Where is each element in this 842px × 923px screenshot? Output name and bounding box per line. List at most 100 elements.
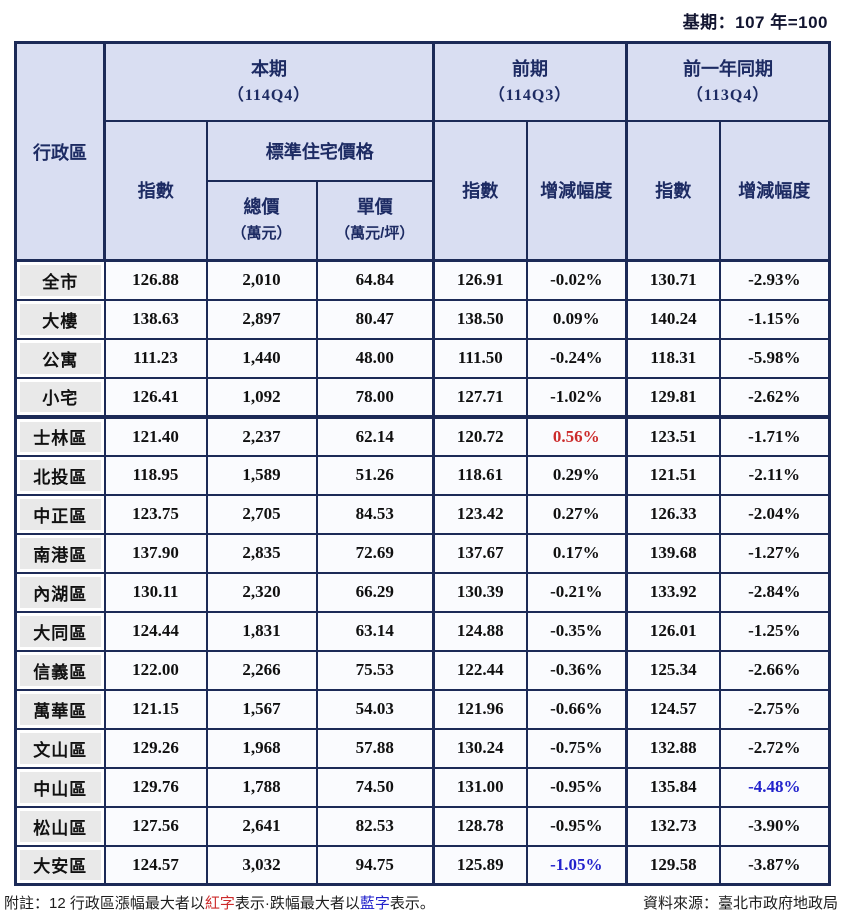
total-price-cell: 1,589 <box>205 454 318 496</box>
previous-index-cell: 130.39 <box>432 571 528 613</box>
unit-price-cell: 66.29 <box>315 571 435 613</box>
previous-index-cell: 122.44 <box>432 649 528 691</box>
current-index-cell: 124.44 <box>103 610 208 652</box>
total-price-cell: 2,266 <box>205 649 318 691</box>
previous-change-cell: -0.35% <box>525 610 628 652</box>
previous-index-cell: 111.50 <box>432 337 528 379</box>
table-row: 大同區 124.44 1,831 63.14 124.88 -0.35% 126.01 -1.… <box>14 610 831 652</box>
footnote-suffix: 表示。 <box>389 895 435 912</box>
previous-change-cell: 0.56% <box>525 414 628 457</box>
header-standard-housing: 標準住宅價格 <box>205 119 435 182</box>
previous-index-cell: 124.88 <box>432 610 528 652</box>
yoy-change-cell: -2.93% <box>718 259 831 301</box>
current-index-cell: 127.56 <box>103 805 208 847</box>
unit-price-cell: 78.00 <box>315 376 435 418</box>
footnote-blue-word: 藍字 <box>359 895 390 912</box>
footnote-red-word: 紅字 <box>204 895 235 912</box>
yoy-change-cell: -1.15% <box>718 298 831 340</box>
current-index-cell: 126.41 <box>103 376 208 418</box>
unit-price-cell: 75.53 <box>315 649 435 691</box>
previous-index-cell: 127.71 <box>432 376 528 418</box>
current-index-cell: 129.26 <box>103 727 208 769</box>
row-label: 大同區 <box>14 610 106 652</box>
yoy-index-cell: 132.73 <box>625 805 721 847</box>
row-label: 大安區 <box>14 844 106 886</box>
table-row: 士林區 121.40 2,237 62.14 120.72 0.56% 123.51 -1.7… <box>14 414 831 457</box>
yoy-index-cell: 121.51 <box>625 454 721 496</box>
unit-price-cell: 82.53 <box>315 805 435 847</box>
group-current-title: 本期 <box>251 59 288 80</box>
yoy-index-cell: 129.81 <box>625 376 721 418</box>
row-label: 南港區 <box>14 532 106 574</box>
yoy-index-cell: 140.24 <box>625 298 721 340</box>
row-label: 公寓 <box>14 337 106 379</box>
yoy-index-cell: 123.51 <box>625 414 721 457</box>
current-index-cell: 129.76 <box>103 766 208 808</box>
previous-index-cell: 120.72 <box>432 414 528 457</box>
total-price-cell: 1,831 <box>205 610 318 652</box>
unit-price-cell: 57.88 <box>315 727 435 769</box>
header-previous-change: 增減幅度 <box>525 119 628 262</box>
header-current-index: 指數 <box>103 119 208 262</box>
total-price-cell: 3,032 <box>205 844 318 886</box>
yoy-index-cell: 125.34 <box>625 649 721 691</box>
yoy-index-cell: 133.92 <box>625 571 721 613</box>
yoy-index-cell: 139.68 <box>625 532 721 574</box>
group-previous-title: 前期 <box>512 59 549 80</box>
yoy-change-cell: -3.87% <box>718 844 831 886</box>
total-price-cell: 1,092 <box>205 376 318 418</box>
footer: 附註：12 行政區漲幅最大者以紅字表示·跌幅最大者以藍字表示。 資料來源：臺北市… <box>4 892 838 913</box>
row-label: 全市 <box>14 259 106 301</box>
table-row: 信義區 122.00 2,266 75.53 122.44 -0.36% 125.34 -2.… <box>14 649 831 691</box>
header-group-yoy: 前一年同期 （113Q4） <box>625 41 831 122</box>
yoy-change-cell: -2.75% <box>718 688 831 730</box>
header-group-previous: 前期 （114Q3） <box>432 41 628 122</box>
group-yoy-period: （113Q4） <box>686 86 770 104</box>
current-index-cell: 121.15 <box>103 688 208 730</box>
previous-change-cell: -0.95% <box>525 766 628 808</box>
yoy-change-cell: -2.66% <box>718 649 831 691</box>
current-index-cell: 138.63 <box>103 298 208 340</box>
yoy-change-cell: -4.48% <box>718 766 831 808</box>
total-price-unit: （萬元） <box>231 224 292 242</box>
header-group-current: 本期 （114Q4） <box>102 41 435 122</box>
unit-price-unit: （萬元/坪） <box>335 224 415 242</box>
header-total-price: 總價 （萬元） <box>205 179 318 262</box>
header-previous-index: 指數 <box>432 119 528 262</box>
group-current-period: （114Q4） <box>227 86 311 104</box>
table-row: 公寓 111.23 1,440 48.00 111.50 -0.24% 118.31 -5.9… <box>14 337 831 379</box>
previous-change-cell: -0.66% <box>525 688 628 730</box>
housing-price-index-table: 行政區 本期 （114Q4） 前期 （114Q3） 前一年同期 （113Q4） … <box>14 41 832 886</box>
previous-change-cell: 0.29% <box>525 454 628 496</box>
table-row: 大樓 138.63 2,897 80.47 138.50 0.09% 140.24 -1.15… <box>14 298 831 340</box>
unit-price-cell: 74.50 <box>315 766 435 808</box>
table-row: 南港區 137.90 2,835 72.69 137.67 0.17% 139.68 -1.2… <box>14 532 831 574</box>
previous-change-cell: 0.27% <box>525 493 628 535</box>
total-price-label: 總價 <box>243 197 280 218</box>
row-label: 松山區 <box>14 805 106 847</box>
previous-index-cell: 131.00 <box>432 766 528 808</box>
header-region: 行政區 <box>14 41 106 262</box>
previous-index-cell: 121.96 <box>432 688 528 730</box>
row-label: 內湖區 <box>14 571 106 613</box>
unit-price-cell: 51.26 <box>315 454 435 496</box>
unit-price-cell: 84.53 <box>315 493 435 535</box>
table-body: 全市 126.88 2,010 64.84 126.91 -0.02% 130.71 -2.9… <box>14 259 831 886</box>
yoy-change-cell: -1.25% <box>718 610 831 652</box>
total-price-cell: 1,788 <box>205 766 318 808</box>
current-index-cell: 122.00 <box>103 649 208 691</box>
yoy-change-cell: -5.98% <box>718 337 831 379</box>
footnote-middle: 表示·跌幅最大者以 <box>234 895 360 912</box>
total-price-cell: 2,237 <box>205 414 318 457</box>
header-unit-price: 單價 （萬元/坪） <box>315 179 435 262</box>
row-label: 文山區 <box>14 727 106 769</box>
yoy-change-cell: -3.90% <box>718 805 831 847</box>
row-label: 中山區 <box>14 766 106 808</box>
current-index-cell: 124.57 <box>103 844 208 886</box>
current-index-cell: 126.88 <box>103 259 208 301</box>
previous-change-cell: -0.24% <box>525 337 628 379</box>
row-label: 北投區 <box>14 454 106 496</box>
previous-change-cell: -0.36% <box>525 649 628 691</box>
row-label: 中正區 <box>14 493 106 535</box>
previous-index-cell: 123.42 <box>432 493 528 535</box>
